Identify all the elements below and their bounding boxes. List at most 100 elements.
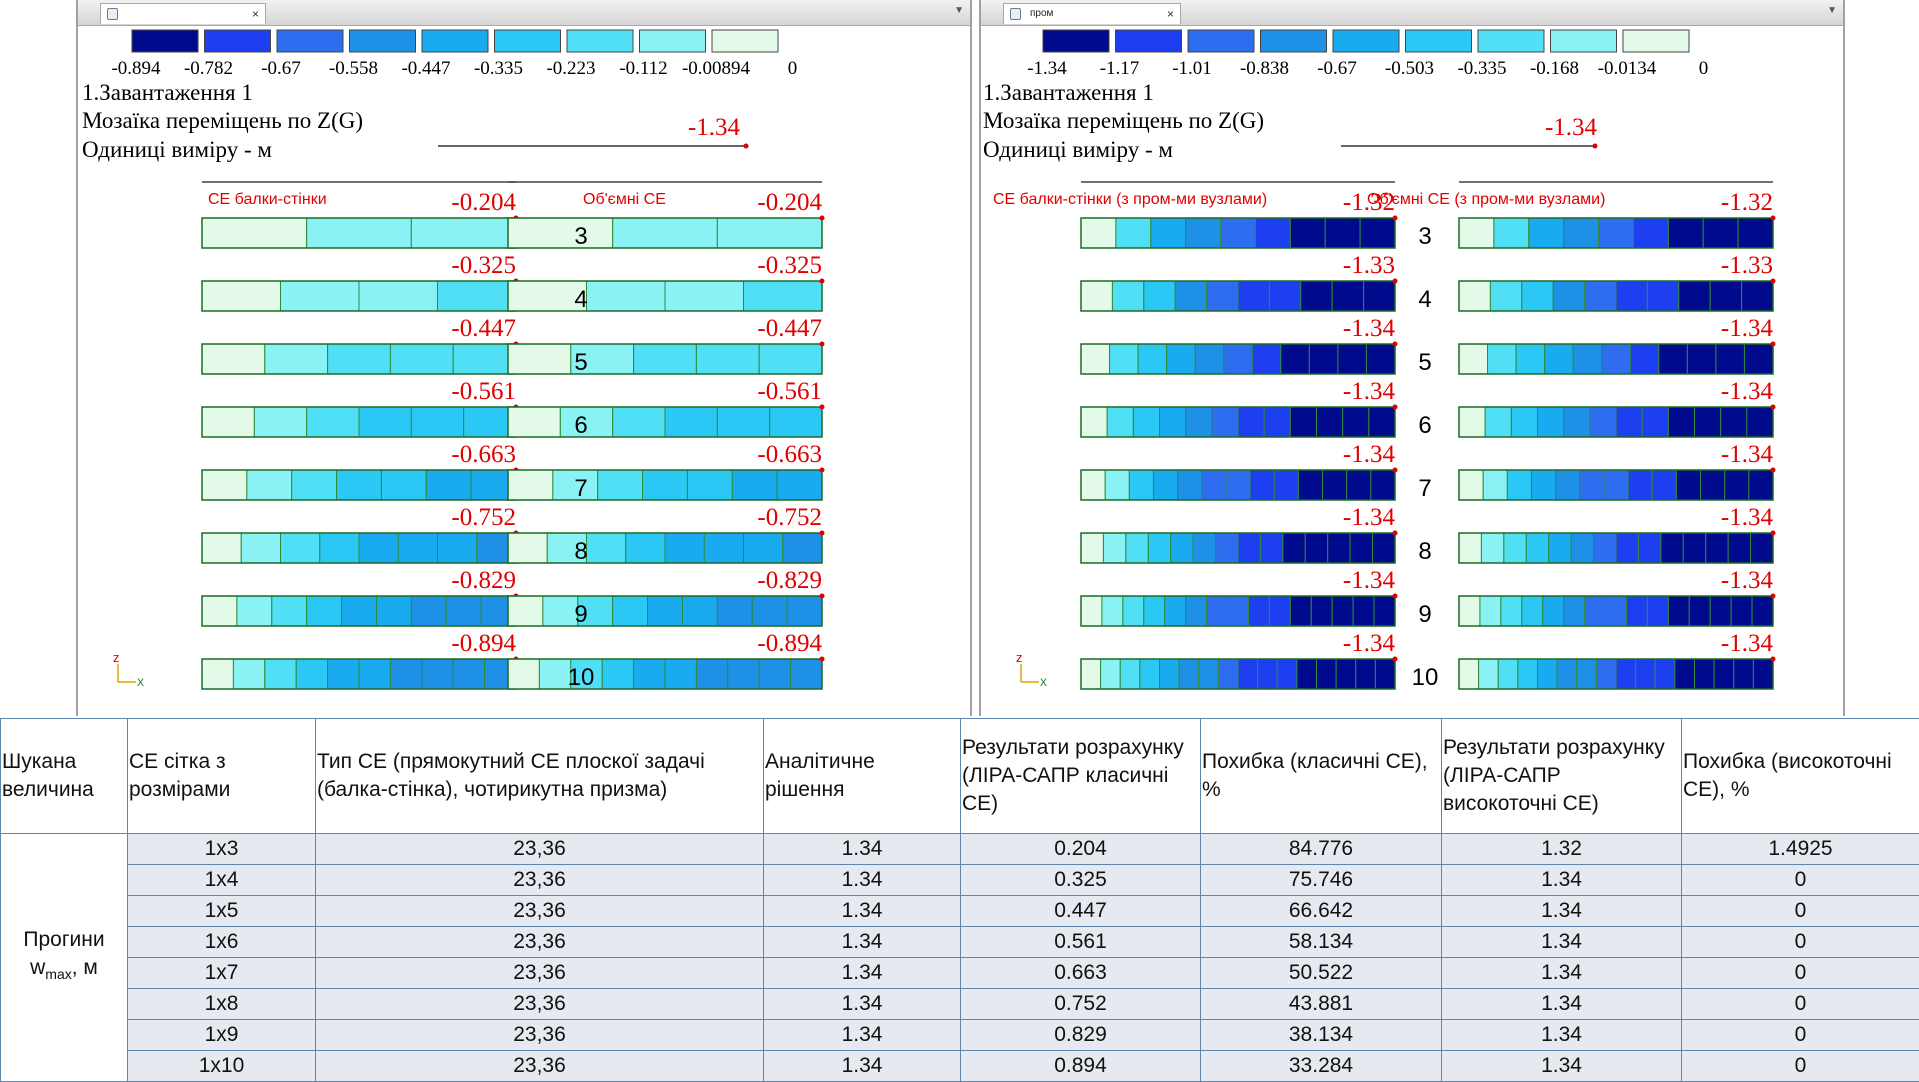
precise-result-cell: 1.34: [1442, 927, 1682, 958]
mesh-element: [791, 659, 822, 689]
mesh-element: [1221, 218, 1256, 248]
analytic-cell: 1.34: [764, 927, 961, 958]
mesh-element: [411, 407, 463, 437]
mesh-element: [1747, 407, 1773, 437]
row-max-value: -0.829: [451, 567, 516, 594]
row-max-value: -0.447: [757, 315, 822, 342]
mesh-element: [1081, 533, 1103, 563]
row-max-value: -0.325: [451, 252, 516, 279]
row-max-value: -0.894: [451, 630, 516, 657]
mesh-element: [1218, 659, 1238, 689]
row-mesh-number: 4: [1418, 286, 1431, 313]
mesh-element: [1138, 344, 1167, 374]
legend-swatch: [350, 30, 416, 52]
mesh-element: [1661, 533, 1683, 563]
precise-error-cell: 1.4925: [1682, 834, 1919, 865]
mesh-element: [1633, 218, 1668, 248]
mesh-element: [337, 470, 382, 500]
row-max-value: -0.204: [757, 189, 822, 216]
row-mesh-number: 8: [1418, 538, 1431, 565]
mesh-element: [202, 659, 233, 689]
row-max-value: -1.34: [1721, 630, 1774, 657]
mesh-element: [1564, 218, 1599, 248]
max-point-dot: [820, 531, 825, 536]
column-header-left: СЕ балки-стінки (з пром-ми вузлами): [993, 191, 1267, 208]
row-max-value: -1.34: [1343, 378, 1396, 405]
mesh-element: [728, 659, 759, 689]
units-label: Одиниці виміру - м: [82, 137, 272, 162]
mesh-element: [1594, 533, 1616, 563]
mesh-element: [1332, 281, 1363, 311]
axis-x-label: x: [137, 673, 144, 689]
legend-swatch: [1333, 30, 1399, 52]
row-max-value: -0.752: [451, 504, 516, 531]
mesh-element: [1716, 344, 1745, 374]
mesh-element: [1290, 596, 1311, 626]
mesh-element: [1238, 659, 1258, 689]
header-classic-result: Результати розрахунку (ЛІРА-САПР класичн…: [961, 719, 1201, 834]
row-mesh-number: 10: [568, 664, 595, 691]
legend-value: -0.894: [111, 58, 161, 79]
type-cell: 23,36: [316, 927, 764, 958]
mesh-element: [1504, 533, 1526, 563]
analytic-cell: 1.34: [764, 1051, 961, 1082]
legend-swatch: [277, 30, 343, 52]
mesh-element: [1193, 533, 1215, 563]
mesh-element: [1526, 533, 1548, 563]
row-mesh-number: 10: [1412, 664, 1439, 691]
mesh-element: [587, 281, 666, 311]
mesh-element: [202, 344, 265, 374]
legend-swatch: [495, 30, 561, 52]
row-mesh-number: 4: [574, 286, 587, 313]
mesh-element: [508, 533, 547, 563]
mesh-element: [1531, 470, 1555, 500]
precise-result-cell: 1.34: [1442, 958, 1682, 989]
mesh-element: [1616, 533, 1638, 563]
mesh-element: [1647, 596, 1668, 626]
mesh-element: [1721, 407, 1747, 437]
mesh-element: [1668, 218, 1703, 248]
header-precise-error: Похибка (високоточні СЕ), %: [1682, 719, 1919, 834]
row-mesh-number: 6: [574, 412, 587, 439]
mesh-element: [508, 344, 571, 374]
mesh-element: [426, 470, 471, 500]
mesh-element: [1356, 659, 1376, 689]
mesh-element: [1199, 659, 1219, 689]
mesh-element: [1488, 344, 1517, 374]
mesh-element: [1687, 344, 1716, 374]
classic-error-cell: 43.881: [1201, 989, 1442, 1020]
mesh-element: [1216, 533, 1238, 563]
header-mesh: СЕ сітка з розмірами: [128, 719, 316, 834]
row-max-value: -0.447: [451, 315, 516, 342]
mesh-element: [634, 659, 665, 689]
max-point-dot: [820, 657, 825, 662]
mesh-element: [1602, 344, 1631, 374]
mesh-element: [1714, 659, 1734, 689]
mesh-element: [1494, 218, 1529, 248]
mesh-element: [1153, 470, 1177, 500]
quantity-label: Прогини: [3, 926, 125, 954]
legend-value: -0.782: [184, 58, 233, 79]
mesh-element: [1112, 281, 1143, 311]
row-max-value: -0.561: [451, 378, 516, 405]
row-mesh-number: 5: [1418, 349, 1431, 376]
legend-swatch: [422, 30, 488, 52]
max-point-dot: [820, 405, 825, 410]
mesh-element: [453, 344, 516, 374]
mesh-element: [1545, 344, 1574, 374]
row-mesh-number: 7: [574, 475, 587, 502]
mesh-element: [1226, 470, 1250, 500]
mesh-element: [1186, 407, 1212, 437]
mesh-element: [1255, 218, 1290, 248]
mesh-element: [1543, 596, 1564, 626]
mesh-element: [1081, 596, 1102, 626]
mesh-element: [1179, 659, 1199, 689]
row-max-value: -0.561: [757, 378, 822, 405]
mesh-element: [1264, 407, 1290, 437]
max-point-dot: [1393, 405, 1398, 410]
extreme-marker-dot: [1593, 144, 1598, 149]
